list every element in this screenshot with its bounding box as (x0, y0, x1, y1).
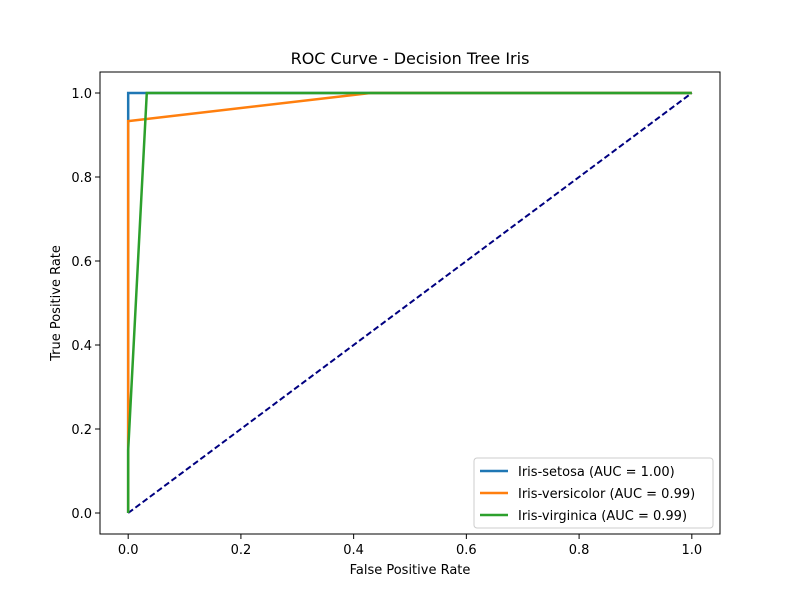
x-tick-label: 0.0 (118, 543, 139, 558)
legend-label-setosa: Iris-setosa (AUC = 1.00) (518, 465, 675, 480)
x-tick-label: 0.2 (231, 543, 252, 558)
y-tick-label: 0.4 (71, 339, 92, 354)
y-tick-label: 0.6 (71, 255, 92, 270)
y-tick-label: 0.0 (71, 507, 92, 522)
plot-area: 0.0 0.2 0.4 0.6 0.8 1.0 0.0 0.2 0.4 0.6 0.8 1.0 (71, 71, 721, 558)
x-tick-label: 1.0 (681, 543, 702, 558)
chart-title: ROC Curve - Decision Tree Iris (291, 49, 530, 68)
y-tick-label: 0.2 (71, 423, 92, 438)
legend: Iris-setosa (AUC = 1.00) Iris-versicolor … (473, 457, 714, 529)
axes-frame (99, 71, 721, 535)
legend-label-versicolor: Iris-versicolor (AUC = 0.99) (518, 487, 695, 502)
legend-box (473, 457, 714, 529)
x-tick-label: 0.4 (343, 543, 364, 558)
reference-diagonal-line (127, 92, 693, 514)
y-tick-label: 1.0 (71, 87, 92, 102)
y-tick-label: 0.8 (71, 171, 92, 186)
x-axis-label: False Positive Rate (350, 563, 471, 578)
x-tick-label: 0.6 (456, 543, 477, 558)
roc-line-virginica (126, 91, 692, 513)
x-tick-label: 0.8 (569, 543, 590, 558)
legend-label-virginica: Iris-virginica (AUC = 0.99) (518, 509, 687, 524)
y-axis-label: True Positive Rate (49, 245, 64, 362)
